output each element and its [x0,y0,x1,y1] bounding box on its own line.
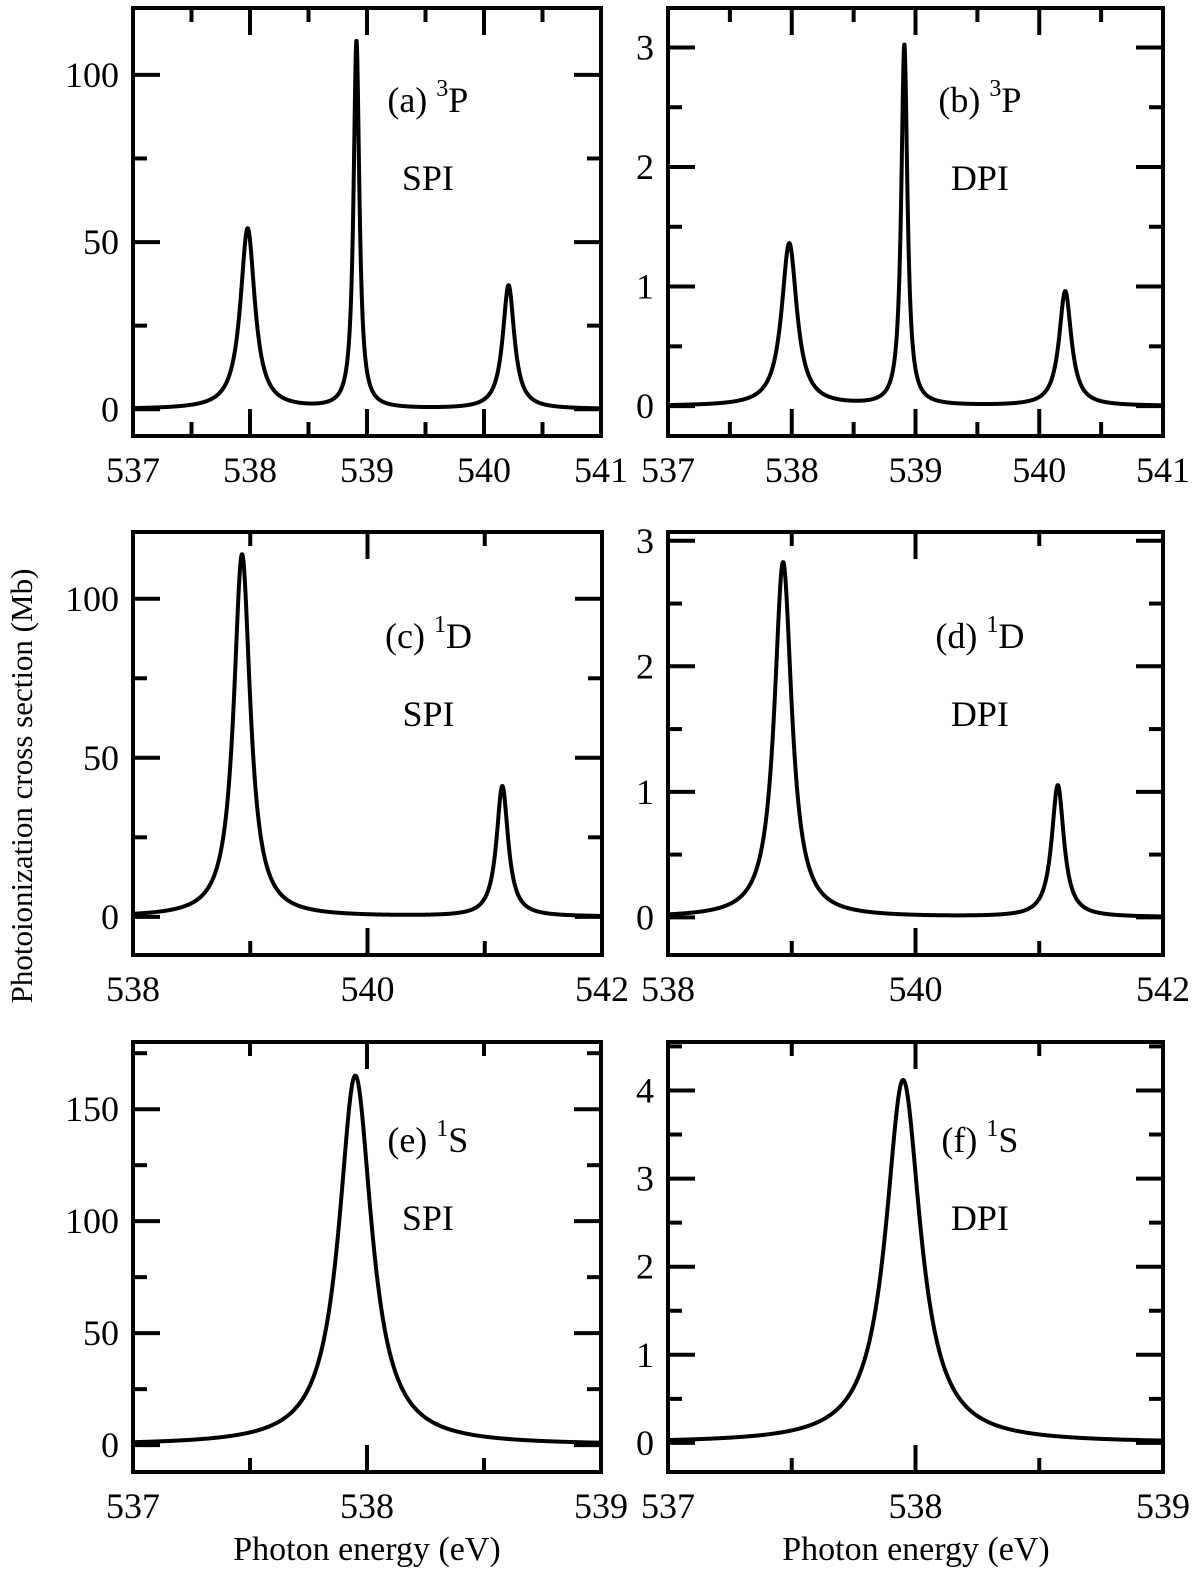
data-curve [131,38,603,411]
y-tick-label: 0 [636,386,654,426]
y-tick-label: 4 [636,1070,654,1110]
panel-label: (a) 3P [387,76,468,120]
y-tick-label: 0 [101,897,119,937]
mode-label: DPI [951,158,1009,198]
panel-d: 538 540 542 0 1 2 3 (d) 1D DPI [636,521,1190,1009]
data-curve [666,560,1165,919]
y-tick-label: 2 [636,1247,654,1287]
plot-frame [131,530,604,957]
mode-label: SPI [402,1198,454,1238]
plot-frame [666,530,1165,957]
x-tick-label: 538 [641,969,695,1009]
y-tick-label: 0 [101,389,119,429]
panel-c: 538 540 542 0 50 100 (c) 1D SPI [65,530,629,1009]
mode-label: DPI [951,1198,1009,1238]
panel-label: (e) 1S [387,1116,468,1160]
x-tick-label: 539 [1136,1486,1190,1526]
x-axis-label-right: Photon energy (eV) [782,1531,1050,1568]
panel-f: 537 538 539 0 1 2 3 4 (f) 1S DPI [636,1040,1190,1526]
panel-a: 537 538 539 540 541 0 50 100 (a) 3P SPI [65,6,628,490]
x-tick-label: 537 [641,450,695,490]
y-tick-label: 1 [636,772,654,812]
y-tick-label: 150 [65,1089,119,1129]
x-tick-label: 538 [106,969,160,1009]
plot-frame [666,6,1165,438]
x-tick-label: 537 [106,450,160,490]
data-curve [131,552,604,918]
x-axis-label-left: Photon energy (eV) [233,1531,501,1568]
x-tick-label: 539 [889,450,943,490]
panel-label: (d) 1D [935,612,1024,656]
x-tick-label: 538 [889,1486,943,1526]
panel-label: (c) 1D [385,612,472,656]
data-curve [131,1073,603,1445]
y-tick-label: 50 [83,738,119,778]
y-tick-label: 3 [636,521,654,561]
y-tick-label: 3 [636,27,654,67]
x-tick-label: 541 [1136,450,1190,490]
panel-b: 537 538 539 540 541 0 1 2 3 (b) 3P DPI [636,6,1190,490]
plot-frame [666,1040,1165,1474]
x-tick-label: 538 [223,450,277,490]
x-tick-label: 539 [340,450,394,490]
x-tick-label: 538 [340,1486,394,1526]
data-curve [666,42,1165,408]
x-tick-label: 541 [574,450,628,490]
y-tick-label: 100 [65,1201,119,1241]
mode-label: SPI [402,158,454,198]
y-tick-label: 2 [636,646,654,686]
panel-e: 537 538 539 0 50 100 150 (e) 1S SPI [65,1040,628,1526]
x-tick-label: 537 [106,1486,160,1526]
x-tick-label: 537 [641,1486,695,1526]
mode-label: SPI [402,694,454,734]
y-tick-label: 0 [101,1425,119,1465]
x-tick-label: 540 [457,450,511,490]
y-tick-label: 0 [636,897,654,937]
x-tick-label: 538 [765,450,819,490]
y-tick-label: 100 [65,579,119,619]
panel-label: (f) 1S [941,1116,1018,1160]
y-axis-label: Photoionization cross section (Mb) [4,569,39,1004]
y-tick-label: 1 [636,267,654,307]
y-tick-label: 2 [636,147,654,187]
y-tick-label: 50 [83,1313,119,1353]
panel-label: (b) 3P [938,76,1021,120]
y-tick-label: 3 [636,1159,654,1199]
y-tick-label: 50 [83,222,119,262]
x-tick-label: 540 [341,969,395,1009]
y-tick-label: 0 [636,1423,654,1463]
x-tick-label: 539 [574,1486,628,1526]
y-tick-label: 1 [636,1335,654,1375]
mode-label: DPI [951,694,1009,734]
x-tick-label: 542 [575,969,629,1009]
plot-frame [131,1040,603,1474]
x-tick-label: 540 [889,969,943,1009]
y-tick-label: 100 [65,55,119,95]
data-curve [666,1077,1165,1443]
x-tick-label: 540 [1012,450,1066,490]
plot-frame [131,6,603,438]
x-tick-label: 542 [1136,969,1190,1009]
